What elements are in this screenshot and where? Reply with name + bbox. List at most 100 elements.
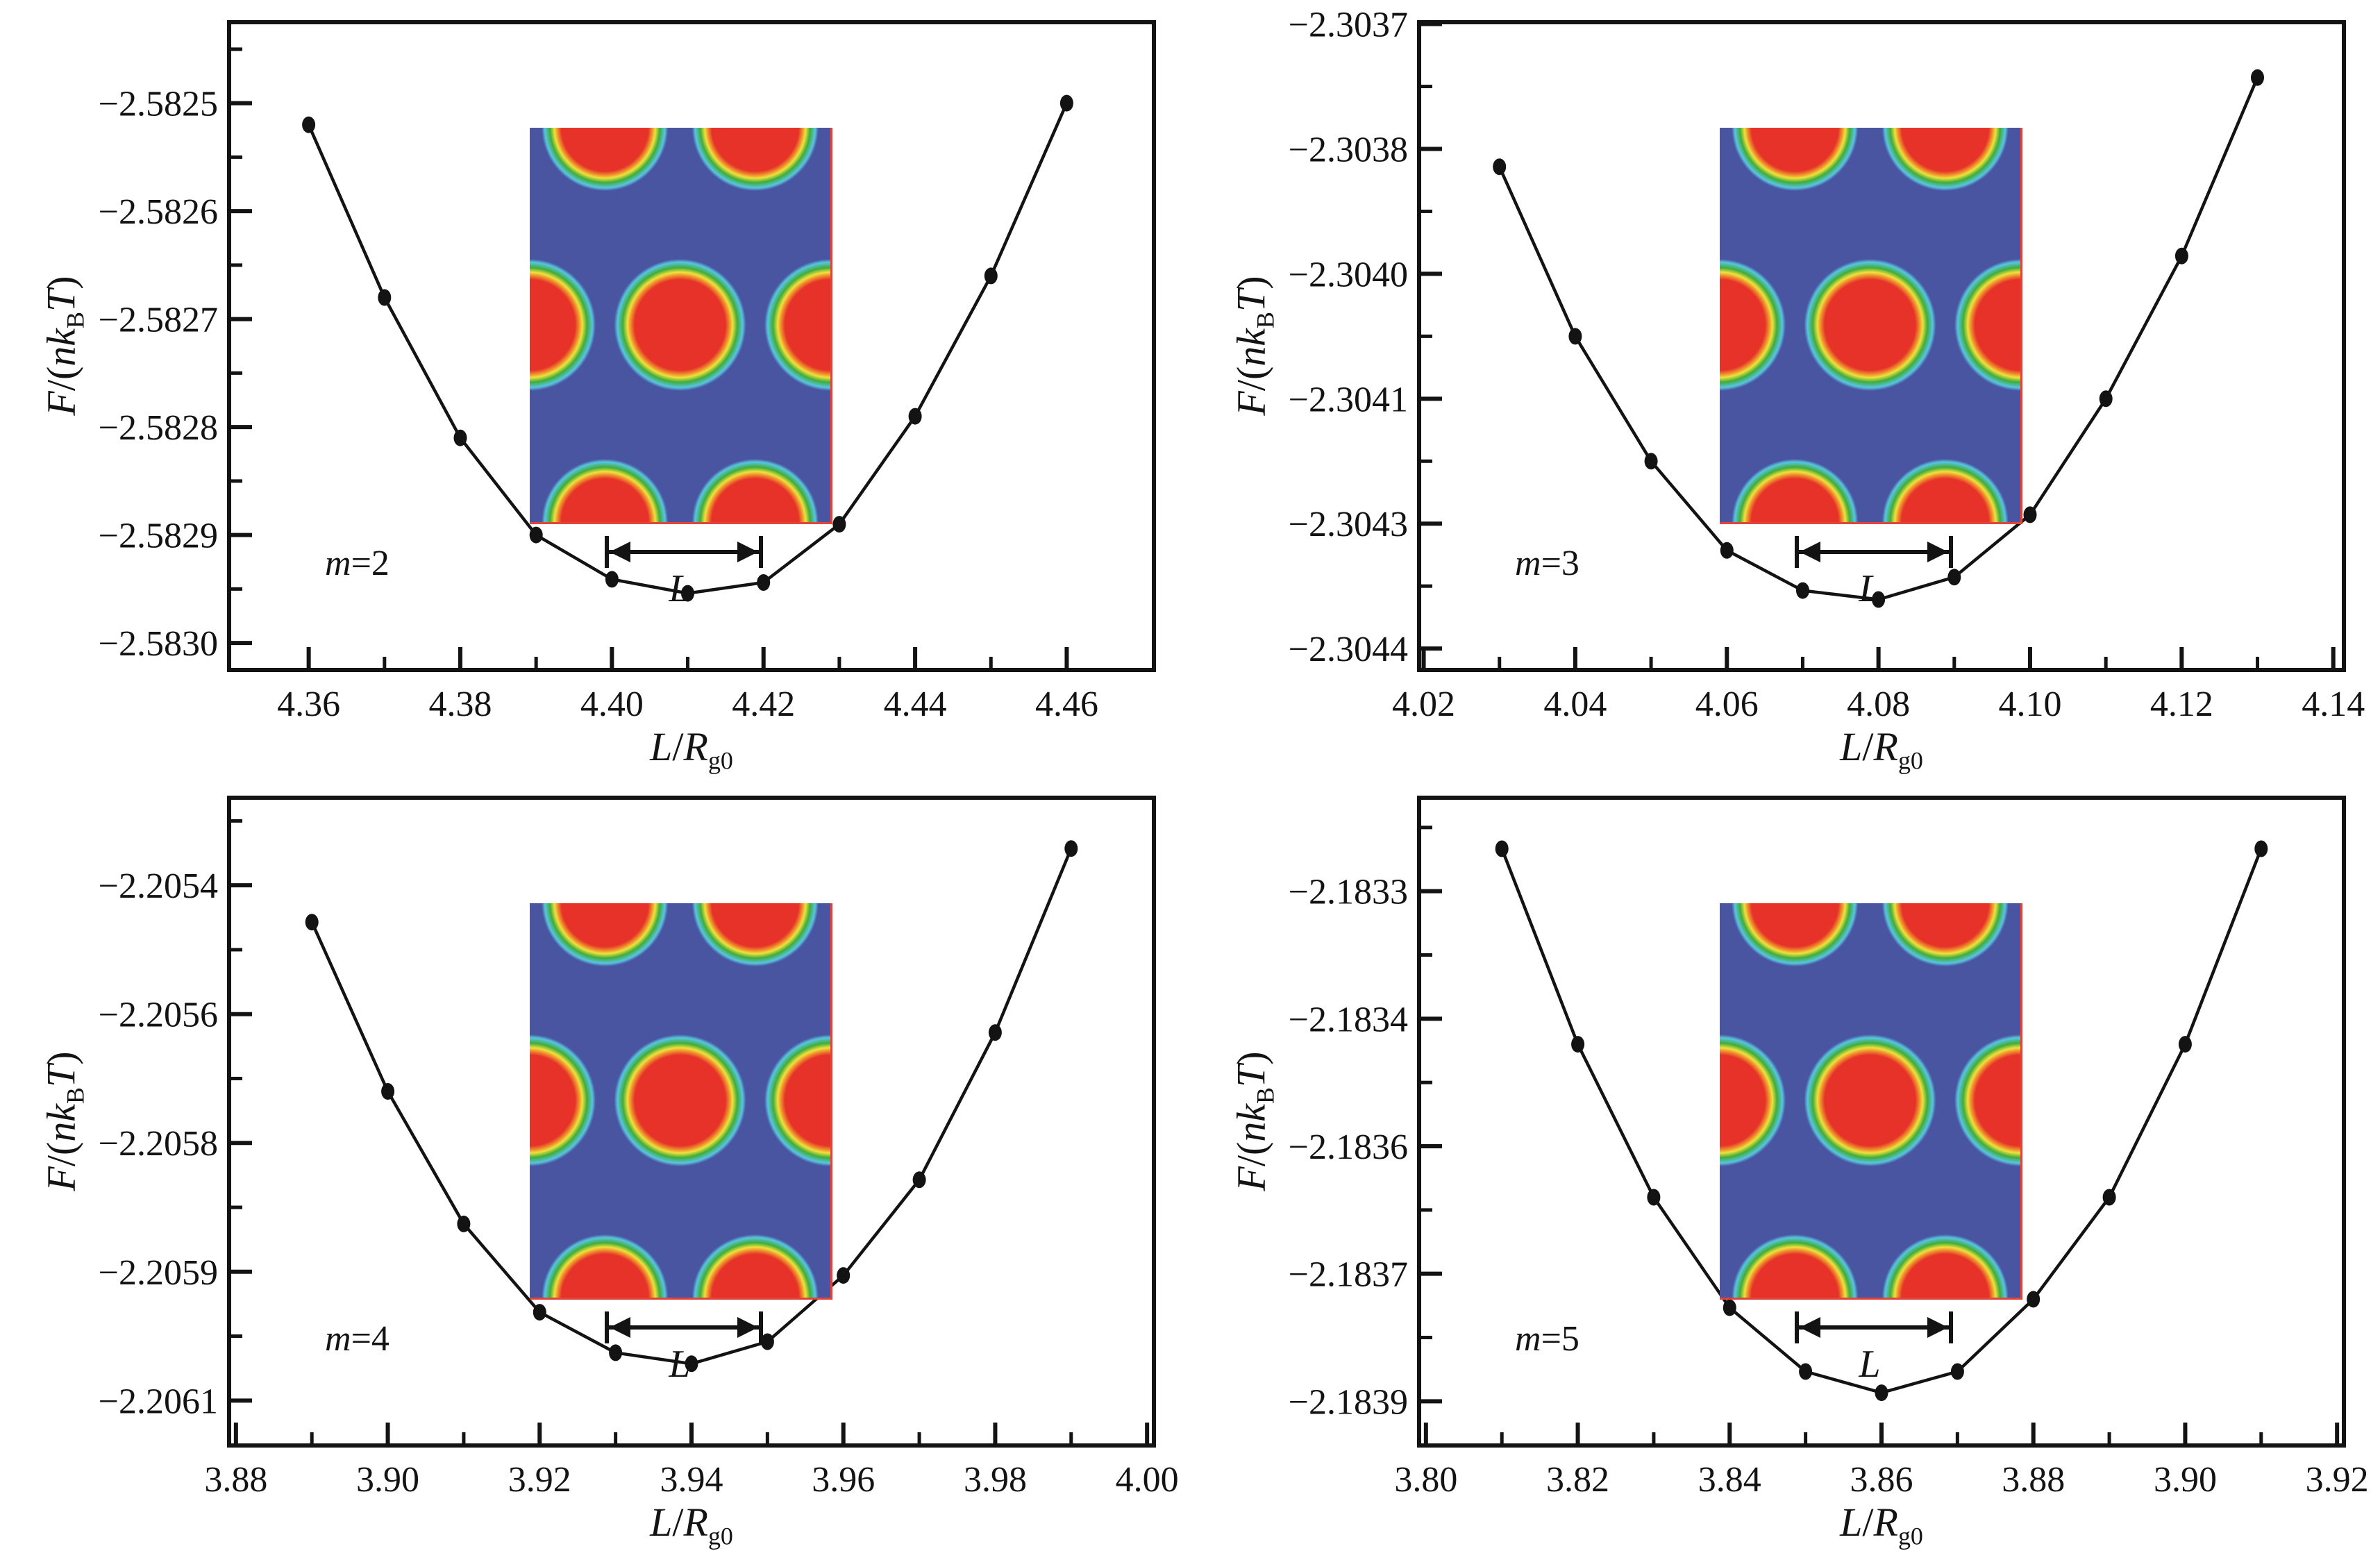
y-label-T: T bbox=[38, 289, 84, 312]
arrow-line bbox=[1799, 1325, 1949, 1330]
x-axis-label: L/Rg0 bbox=[229, 723, 1154, 776]
y-label-open: /( bbox=[1228, 1141, 1274, 1167]
x-tick-label: 4.08 bbox=[1847, 685, 1910, 724]
y-tick-label: −2.2061 bbox=[99, 1382, 218, 1421]
arrowhead-right-icon bbox=[737, 1317, 758, 1338]
panel-label-m2: m=2 bbox=[325, 543, 389, 584]
y-label-close: ) bbox=[1228, 276, 1274, 290]
y-tick-label: −2.3038 bbox=[1289, 130, 1408, 169]
y-label-F: F bbox=[38, 1166, 84, 1191]
y-tick-label: −2.1836 bbox=[1289, 1127, 1408, 1167]
arrowhead-right-icon bbox=[1927, 542, 1948, 562]
data-point bbox=[378, 289, 392, 306]
x-label-L: L bbox=[650, 1500, 673, 1545]
L-dimension-arrow bbox=[1795, 1311, 1953, 1343]
data-point bbox=[305, 914, 319, 931]
m-symbol: m bbox=[325, 544, 351, 583]
y-axis-label: F/(nkBT) bbox=[38, 276, 90, 415]
L-dimension-label: L bbox=[669, 567, 691, 610]
y-label-k: k bbox=[38, 1103, 84, 1122]
data-point bbox=[2254, 840, 2268, 857]
x-label-sub-g0: g0 bbox=[707, 1522, 733, 1550]
y-axis-label: F/(nkBT) bbox=[1228, 1051, 1280, 1191]
arrowhead-left-icon bbox=[610, 1317, 630, 1338]
x-tick-label: 3.94 bbox=[660, 1460, 723, 1500]
y-label-open: /( bbox=[1228, 366, 1274, 392]
data-point bbox=[988, 1024, 1002, 1041]
x-tick-label: 3.84 bbox=[1698, 1460, 1761, 1500]
inset-density-map bbox=[530, 903, 832, 1300]
m-symbol: m bbox=[1515, 544, 1541, 583]
data-point bbox=[912, 1171, 926, 1189]
data-point bbox=[1493, 158, 1507, 176]
data-point bbox=[381, 1083, 395, 1100]
x-tick-label: 3.92 bbox=[508, 1460, 571, 1500]
x-axis-label: L/Rg0 bbox=[1419, 1499, 2344, 1551]
y-label-sub-B: B bbox=[61, 311, 90, 328]
x-tick-label: 3.88 bbox=[204, 1460, 267, 1500]
data-point bbox=[685, 1355, 698, 1373]
data-point bbox=[760, 1333, 774, 1350]
x-axis-label: L/Rg0 bbox=[229, 1499, 1154, 1551]
y-tick-label: −2.1839 bbox=[1289, 1382, 1408, 1422]
y-label-sub-B: B bbox=[1251, 1087, 1280, 1104]
inset-density-map bbox=[1720, 128, 2022, 524]
panel-label-m3: m=3 bbox=[1515, 543, 1579, 584]
x-tick-label: 4.44 bbox=[884, 685, 947, 724]
data-point bbox=[605, 571, 619, 588]
m-symbol: m bbox=[325, 1319, 351, 1359]
data-point bbox=[609, 1344, 623, 1361]
x-label-slash: / bbox=[1862, 724, 1874, 769]
arrowhead-left-icon bbox=[1800, 542, 1820, 562]
x-label-L: L bbox=[650, 724, 673, 769]
arrow-line bbox=[609, 550, 759, 554]
data-point bbox=[1571, 1036, 1585, 1053]
x-tick-label: 3.96 bbox=[812, 1460, 875, 1500]
y-tick-label: −2.2054 bbox=[99, 866, 218, 906]
y-axis-label: F/(nkBT) bbox=[38, 1051, 90, 1191]
data-point bbox=[837, 1267, 850, 1284]
y-label-sub-B: B bbox=[61, 1087, 90, 1104]
y-label-n: n bbox=[38, 346, 84, 367]
x-label-slash: / bbox=[672, 1500, 684, 1545]
y-label-F: F bbox=[1228, 1166, 1274, 1191]
y-label-F: F bbox=[1228, 391, 1274, 416]
inset-density-map bbox=[1720, 903, 2022, 1300]
m-value: =4 bbox=[351, 1319, 389, 1359]
y-label-F: F bbox=[38, 391, 84, 416]
chart-svg-m4: 3.88 3.90 3.92 3.94 3.96 3.98 4.00 −2.2054 −2.20… bbox=[99, 796, 1179, 1500]
x-tick-label: 4.14 bbox=[2302, 685, 2365, 724]
data-point bbox=[1495, 840, 1509, 857]
L-dimension-label: L bbox=[669, 1343, 691, 1386]
data-point bbox=[1644, 453, 1658, 470]
x-tick-label: 4.46 bbox=[1035, 685, 1098, 724]
x-tick-label: 3.90 bbox=[2154, 1460, 2217, 1500]
x-tick-label: 3.88 bbox=[2002, 1460, 2065, 1500]
y-label-open: /( bbox=[38, 1141, 84, 1167]
data-point bbox=[681, 585, 694, 602]
x-label-slash: / bbox=[672, 724, 684, 769]
L-dimension-label: L bbox=[1859, 1343, 1881, 1386]
m-value: =3 bbox=[1541, 544, 1579, 583]
L-dimension-arrow bbox=[605, 536, 763, 568]
data-point bbox=[533, 1304, 546, 1321]
y-tick-label: −2.3041 bbox=[1289, 380, 1408, 419]
data-point bbox=[1799, 1363, 1813, 1380]
x-tick-label: 4.10 bbox=[1998, 685, 2061, 724]
y-label-n: n bbox=[38, 1121, 84, 1142]
y-tick-label: −2.2058 bbox=[99, 1124, 218, 1164]
data-point bbox=[1872, 591, 1886, 608]
x-tick-label: 3.82 bbox=[1546, 1460, 1609, 1500]
data-point bbox=[2102, 1189, 2116, 1206]
x-tick-label: 4.42 bbox=[732, 685, 795, 724]
data-point bbox=[1875, 1384, 1888, 1402]
panel-m4: 3.88 3.90 3.92 3.94 3.96 3.98 4.00 −2.2054 −2.20… bbox=[0, 776, 1190, 1551]
y-tick-label: −2.3044 bbox=[1289, 630, 1408, 669]
y-label-close: ) bbox=[1228, 1051, 1274, 1065]
inset-density-map bbox=[530, 128, 832, 524]
plot-frame bbox=[1417, 796, 2346, 1448]
x-tick-label: 3.86 bbox=[1850, 1460, 1913, 1500]
x-tick-label: 4.12 bbox=[2150, 685, 2213, 724]
panel-m2: 4.36 4.38 4.40 4.42 4.44 4.46 −2.5825 −2.5826 −2… bbox=[0, 0, 1190, 776]
